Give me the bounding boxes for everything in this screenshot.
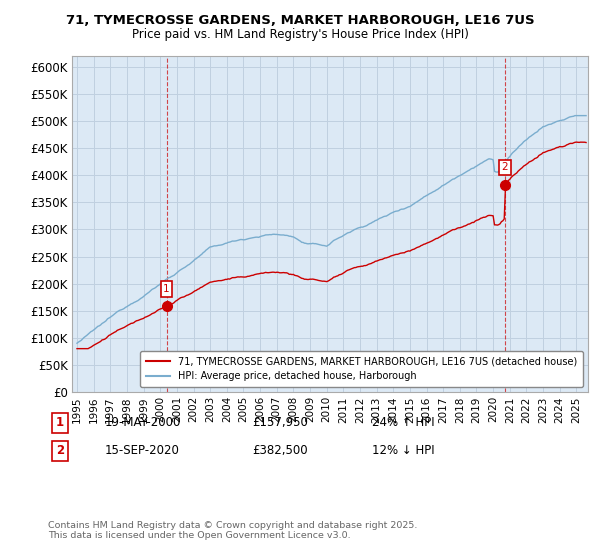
Text: Price paid vs. HM Land Registry's House Price Index (HPI): Price paid vs. HM Land Registry's House …: [131, 28, 469, 41]
Text: 19-MAY-2000: 19-MAY-2000: [105, 416, 181, 430]
Text: £382,500: £382,500: [252, 444, 308, 458]
Legend: 71, TYMECROSSE GARDENS, MARKET HARBOROUGH, LE16 7US (detached house), HPI: Avera: 71, TYMECROSSE GARDENS, MARKET HARBOROUG…: [140, 351, 583, 387]
Text: 12% ↓ HPI: 12% ↓ HPI: [372, 444, 434, 458]
Text: Contains HM Land Registry data © Crown copyright and database right 2025.
This d: Contains HM Land Registry data © Crown c…: [48, 521, 418, 540]
Text: 2: 2: [56, 444, 64, 458]
Text: 2: 2: [502, 162, 508, 172]
Text: 1: 1: [163, 284, 170, 294]
Text: £157,950: £157,950: [252, 416, 308, 430]
Text: 15-SEP-2020: 15-SEP-2020: [105, 444, 180, 458]
Text: 24% ↑ HPI: 24% ↑ HPI: [372, 416, 434, 430]
Text: 1: 1: [56, 416, 64, 430]
Text: 71, TYMECROSSE GARDENS, MARKET HARBOROUGH, LE16 7US: 71, TYMECROSSE GARDENS, MARKET HARBOROUG…: [65, 14, 535, 27]
